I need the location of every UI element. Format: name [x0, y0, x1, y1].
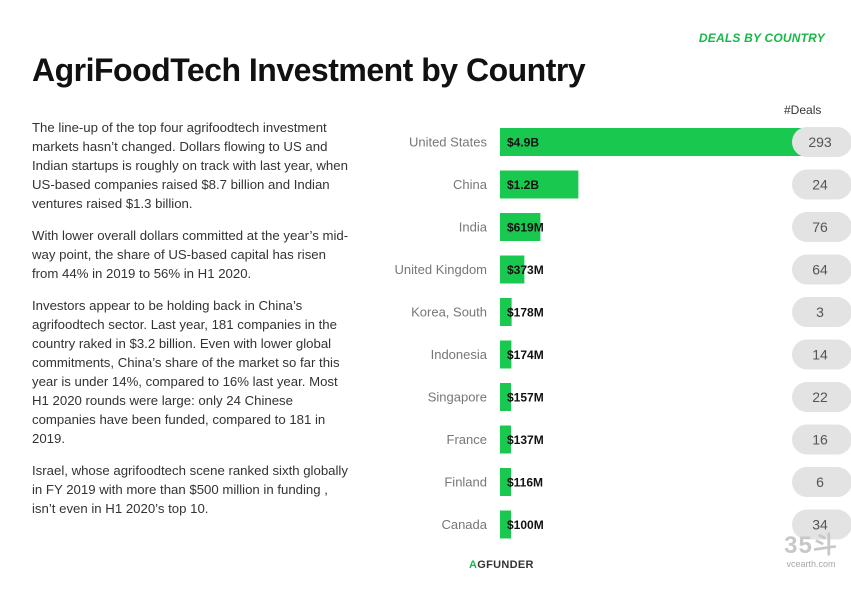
bar-canada: [500, 510, 511, 539]
value-label: $174M: [507, 348, 544, 362]
category-label: France: [447, 432, 487, 447]
category-label: Korea, South: [411, 305, 487, 320]
deal-badge: [792, 127, 851, 157]
paragraph-2: With lower overall dollars committed at …: [32, 228, 349, 281]
value-label: $4.9B: [507, 136, 539, 150]
deal-count: 64: [812, 262, 828, 278]
paragraph-3: Investors appear to be holding back in C…: [32, 298, 340, 446]
deal-badge: [792, 212, 851, 242]
bar-korea-south: [500, 298, 512, 326]
value-label: $100M: [507, 518, 544, 532]
category-label: Canada: [441, 517, 487, 532]
bar-singapore: [500, 383, 511, 411]
section-tag: DEALS BY COUNTRY: [698, 31, 825, 45]
bar-france: [500, 425, 511, 454]
watermark: 35斗 vcearth.com: [781, 532, 841, 570]
value-label: $157M: [507, 391, 544, 405]
category-label: India: [459, 220, 488, 235]
deal-badge: [792, 382, 851, 412]
category-label: Indonesia: [431, 347, 488, 362]
agfunder-logo: AGFUNDER: [469, 559, 534, 571]
deal-badge: [792, 467, 851, 497]
bar-united-states: [500, 128, 820, 156]
deal-badge: [792, 339, 851, 370]
deal-count: 3: [816, 304, 824, 320]
value-label: $619M: [507, 221, 544, 235]
deal-count: 22: [812, 389, 828, 405]
deal-count: 24: [812, 177, 828, 193]
category-label: United Kingdom: [395, 262, 488, 277]
deal-count: 14: [812, 347, 828, 363]
deal-count: 76: [812, 219, 828, 235]
value-label: $116M: [507, 476, 543, 490]
page-title: AgriFoodTech Investment by Country: [32, 52, 586, 88]
value-label: $1.2B: [507, 178, 539, 192]
category-label: Singapore: [428, 390, 487, 405]
value-label: $373M: [507, 263, 544, 277]
deal-badge: [792, 254, 851, 285]
watermark-main: 35斗: [784, 532, 838, 559]
body-text: The line-up of the top four agrifoodtech…: [32, 118, 350, 531]
watermark-site: vcearth.com: [786, 559, 836, 569]
bar-finland: [500, 468, 511, 496]
category-label: United States: [409, 135, 488, 150]
paragraph-1: The line-up of the top four agrifoodtech…: [32, 120, 348, 211]
bar-china: [500, 170, 579, 199]
deal-badge: [792, 297, 851, 327]
deal-count: 293: [808, 134, 832, 150]
deal-badge: [792, 424, 851, 455]
value-label: $178M: [507, 306, 544, 320]
deal-count: 16: [812, 432, 828, 448]
deal-badge: [792, 509, 851, 540]
value-label: $137M: [507, 433, 544, 447]
bar-india: [500, 213, 541, 241]
deal-badge: [792, 169, 851, 200]
leaf-icon: A: [469, 559, 478, 571]
bar-united-kingdom: [500, 255, 525, 284]
category-label: Finland: [444, 475, 487, 490]
deal-count: 34: [812, 517, 828, 533]
category-label: China: [453, 177, 488, 192]
logo-text: GFUNDER: [477, 559, 534, 571]
deals-column-header: #Deals: [784, 103, 822, 117]
bar-indonesia: [500, 340, 512, 369]
deal-count: 6: [816, 474, 824, 490]
paragraph-4: Israel, whose agrifoodtech scene ranked …: [32, 463, 348, 516]
